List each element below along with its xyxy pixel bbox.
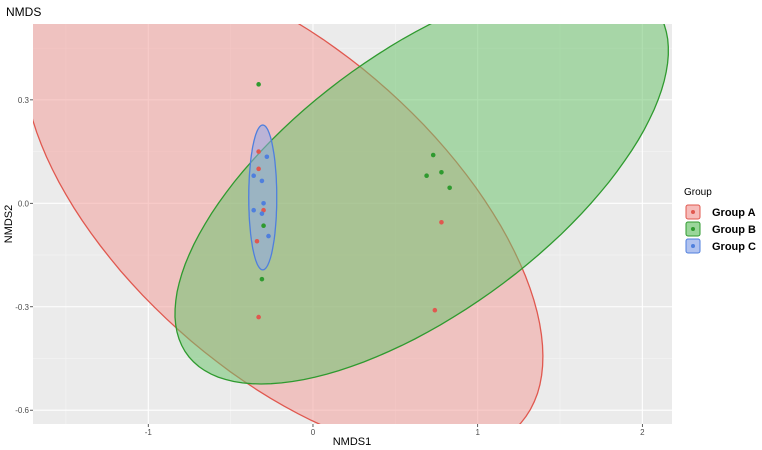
point-group-a [439,219,444,225]
x-tick-label: 1 [475,428,480,437]
legend-items: Group A Group B Group C [685,204,756,254]
data-points [251,82,452,320]
x-axis-ticks: -1 0 1 2 [145,424,645,437]
point-group-b [430,152,436,158]
chart-title: NMDS [6,5,41,19]
point-group-c [261,201,266,206]
point-group-a [256,149,261,154]
point-group-b [424,173,429,179]
ellipse-group-b [174,24,669,385]
legend: Group Group A Group B Group C [684,187,756,254]
legend-point-group-a [691,210,695,214]
legend-label-group-b: Group B [712,224,756,236]
point-group-c [259,211,265,216]
point-group-a [256,166,261,172]
point-group-a [261,207,266,213]
confidence-ellipses [33,24,669,424]
point-group-c [266,233,271,239]
legend-label-group-c: Group C [712,241,756,253]
y-tick-label: -0.6 [15,406,29,415]
x-tick-label: 0 [311,428,316,437]
plot-panel [33,24,672,424]
point-group-a [432,307,438,313]
point-group-b [261,223,266,229]
point-group-b [439,169,444,175]
y-axis-ticks: -0.6 -0.3 0.0 0.3 [15,96,33,415]
point-group-a [256,314,261,320]
point-group-a [254,238,260,244]
legend-title: Group [684,187,712,198]
x-tick-label: -1 [145,428,153,437]
point-group-c [264,154,270,160]
ellipse-group-c [248,124,278,271]
y-tick-label: 0.3 [18,96,30,105]
x-tick-label: 2 [640,428,645,437]
legend-label-group-a: Group A [712,207,756,219]
legend-point-group-b [691,227,695,231]
y-tick-label: -0.3 [15,303,29,312]
point-group-b [256,82,261,87]
point-group-c [251,173,256,179]
point-group-c [251,207,256,213]
point-group-b [447,185,452,191]
x-axis-title: NMDS1 [333,436,372,448]
y-tick-label: 0.0 [18,199,30,208]
y-axis-title: NMDS2 [3,205,15,244]
point-group-b [259,276,265,282]
legend-point-group-c [691,244,695,248]
point-group-c [259,178,265,184]
